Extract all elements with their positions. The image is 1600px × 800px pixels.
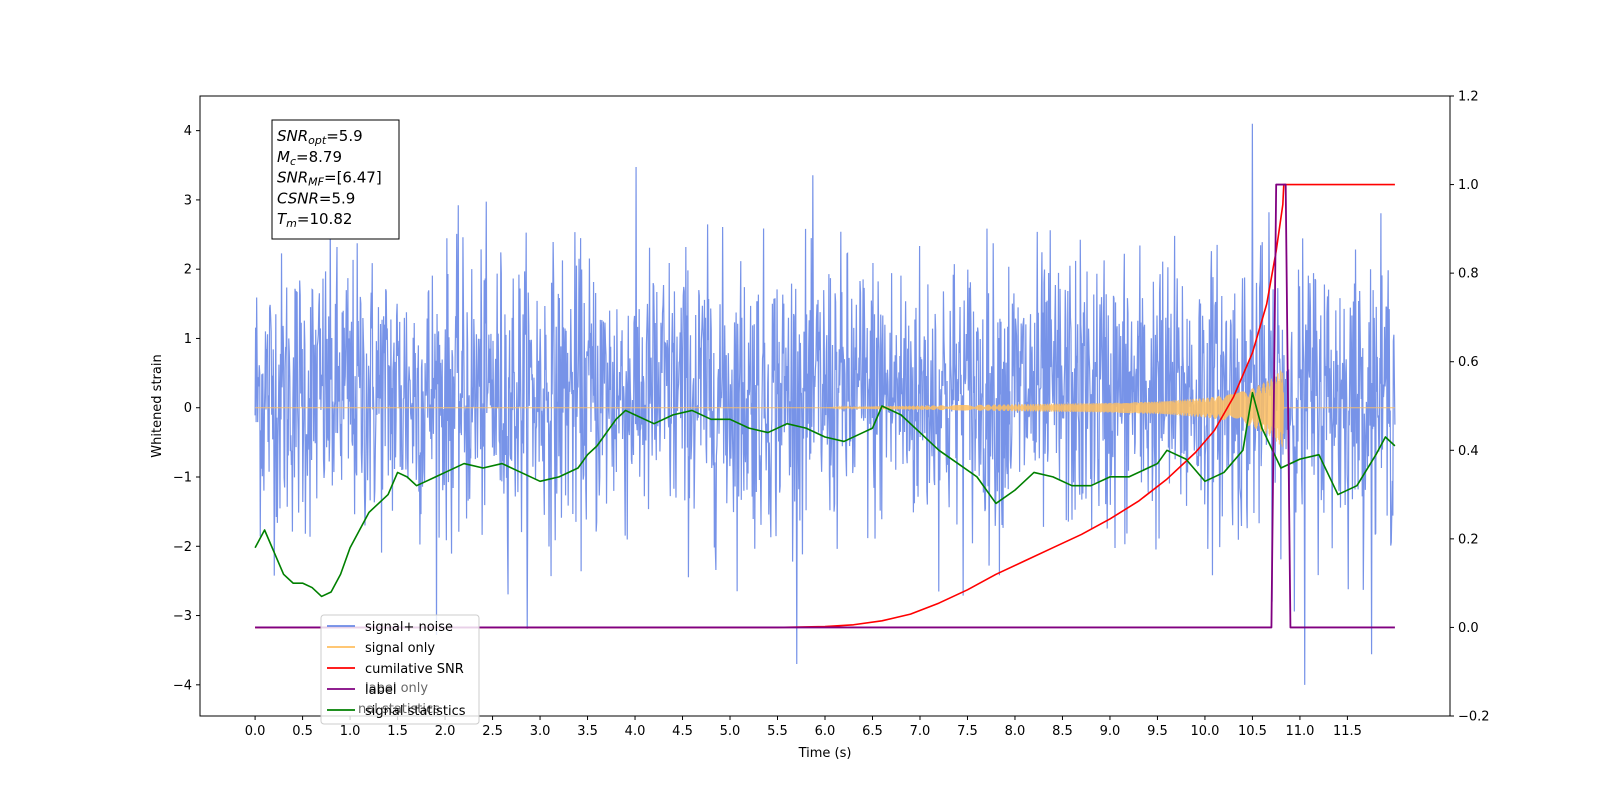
y-right-tick-label: −0.2 [1458, 710, 1490, 725]
series-cumulative-snr-line [255, 183, 1395, 629]
x-tick-label: 4.5 [672, 724, 693, 739]
y-right-tick-label: 1.2 [1458, 90, 1479, 105]
series-signal-statistics-line [254, 391, 1396, 598]
x-tick-label: 5.5 [767, 724, 788, 739]
x-tick-label: 0.0 [245, 724, 266, 739]
y-right-tick-label: 0.6 [1458, 355, 1479, 370]
legend-label: cumilative SNR [365, 662, 464, 677]
x-tick-label: 6.0 [815, 724, 836, 739]
y-left-tick-label: 1 [184, 332, 192, 347]
x-tick-label: 10.5 [1238, 724, 1267, 739]
x-tick-label: 3.5 [577, 724, 598, 739]
y-axis-left: −4 −3 −2 −1 0 1 2 3 4 [173, 124, 200, 693]
x-tick-label: 0.5 [292, 724, 313, 739]
x-tick-label: 11.5 [1333, 724, 1362, 739]
legend-label: signal statistics [365, 704, 466, 719]
x-tick-label: 8.0 [1005, 724, 1026, 739]
y-right-tick-label: 1.0 [1458, 178, 1479, 193]
legend: label only nal statistics signal+ noise sig… [320, 614, 480, 725]
x-tick-label: 9.5 [1147, 724, 1168, 739]
x-tick-label: 9.0 [1100, 724, 1121, 739]
x-axis-label: Time (s) [798, 746, 852, 761]
legend-label: signal only [365, 641, 435, 656]
y-left-tick-label: 2 [184, 263, 192, 278]
x-tick-label: 1.5 [387, 724, 408, 739]
legend-label: signal+ noise [365, 620, 453, 635]
y-right-tick-label: 0.4 [1458, 444, 1479, 459]
y-right-tick-label: 0.8 [1458, 267, 1479, 282]
legend-label: label [365, 683, 396, 698]
series-layer [254, 123, 1396, 685]
x-tick-label: 4.0 [625, 724, 646, 739]
legend-frame [320, 614, 480, 725]
x-tick-label: 5.0 [720, 724, 741, 739]
x-tick-label: 3.0 [530, 724, 551, 739]
x-tick-label: 7.5 [957, 724, 978, 739]
x-tick-label: 2.0 [435, 724, 456, 739]
x-tick-label: 1.0 [340, 724, 361, 739]
y-right-tick-label: 0.2 [1458, 532, 1479, 547]
annotation-line: CSNR=5.9 [277, 189, 355, 207]
y-right-tick-label: 0.0 [1458, 621, 1479, 636]
y-left-tick-label: 0 [184, 401, 192, 416]
series-signal-only-line [255, 370, 1395, 447]
y-axis-left-label: Whitened strain [150, 354, 165, 457]
x-tick-label: 10.0 [1190, 724, 1219, 739]
y-axis-right: −0.2 0.0 0.2 0.4 0.6 0.8 1.0 1.2 [1450, 90, 1490, 725]
annotation-line: SNRMF=[6.47] [277, 169, 382, 189]
y-left-tick-label: −3 [173, 609, 192, 624]
y-left-tick-label: 4 [184, 124, 192, 139]
x-tick-label: 2.5 [482, 724, 503, 739]
y-left-tick-label: −2 [173, 540, 192, 555]
y-left-tick-label: −1 [173, 471, 192, 486]
legend-underlay-text: label only [365, 681, 428, 696]
y-left-tick-label: 3 [184, 193, 192, 208]
annotation-line: Tm=10.82 [277, 210, 352, 230]
x-tick-label: 6.5 [862, 724, 883, 739]
series-signal-noise-line [254, 123, 1396, 685]
annotation-frame [271, 119, 400, 240]
y-left-tick-label: −4 [173, 678, 192, 693]
x-axis: 0.0 0.5 1.0 1.5 2.0 2.5 3.0 3.5 4.0 4.5 5.0 5.5 6.0 6… [245, 716, 1362, 739]
x-tick-label: 11.0 [1285, 724, 1314, 739]
legend-underlay-text: nal statistics [358, 702, 440, 717]
x-tick-label: 7.0 [910, 724, 931, 739]
x-tick-label: 8.5 [1052, 724, 1073, 739]
series-label-line [255, 183, 1395, 629]
annotation-line: Mc=8.79 [277, 148, 342, 168]
annotation-line: SNRopt=5.9 [277, 127, 363, 147]
